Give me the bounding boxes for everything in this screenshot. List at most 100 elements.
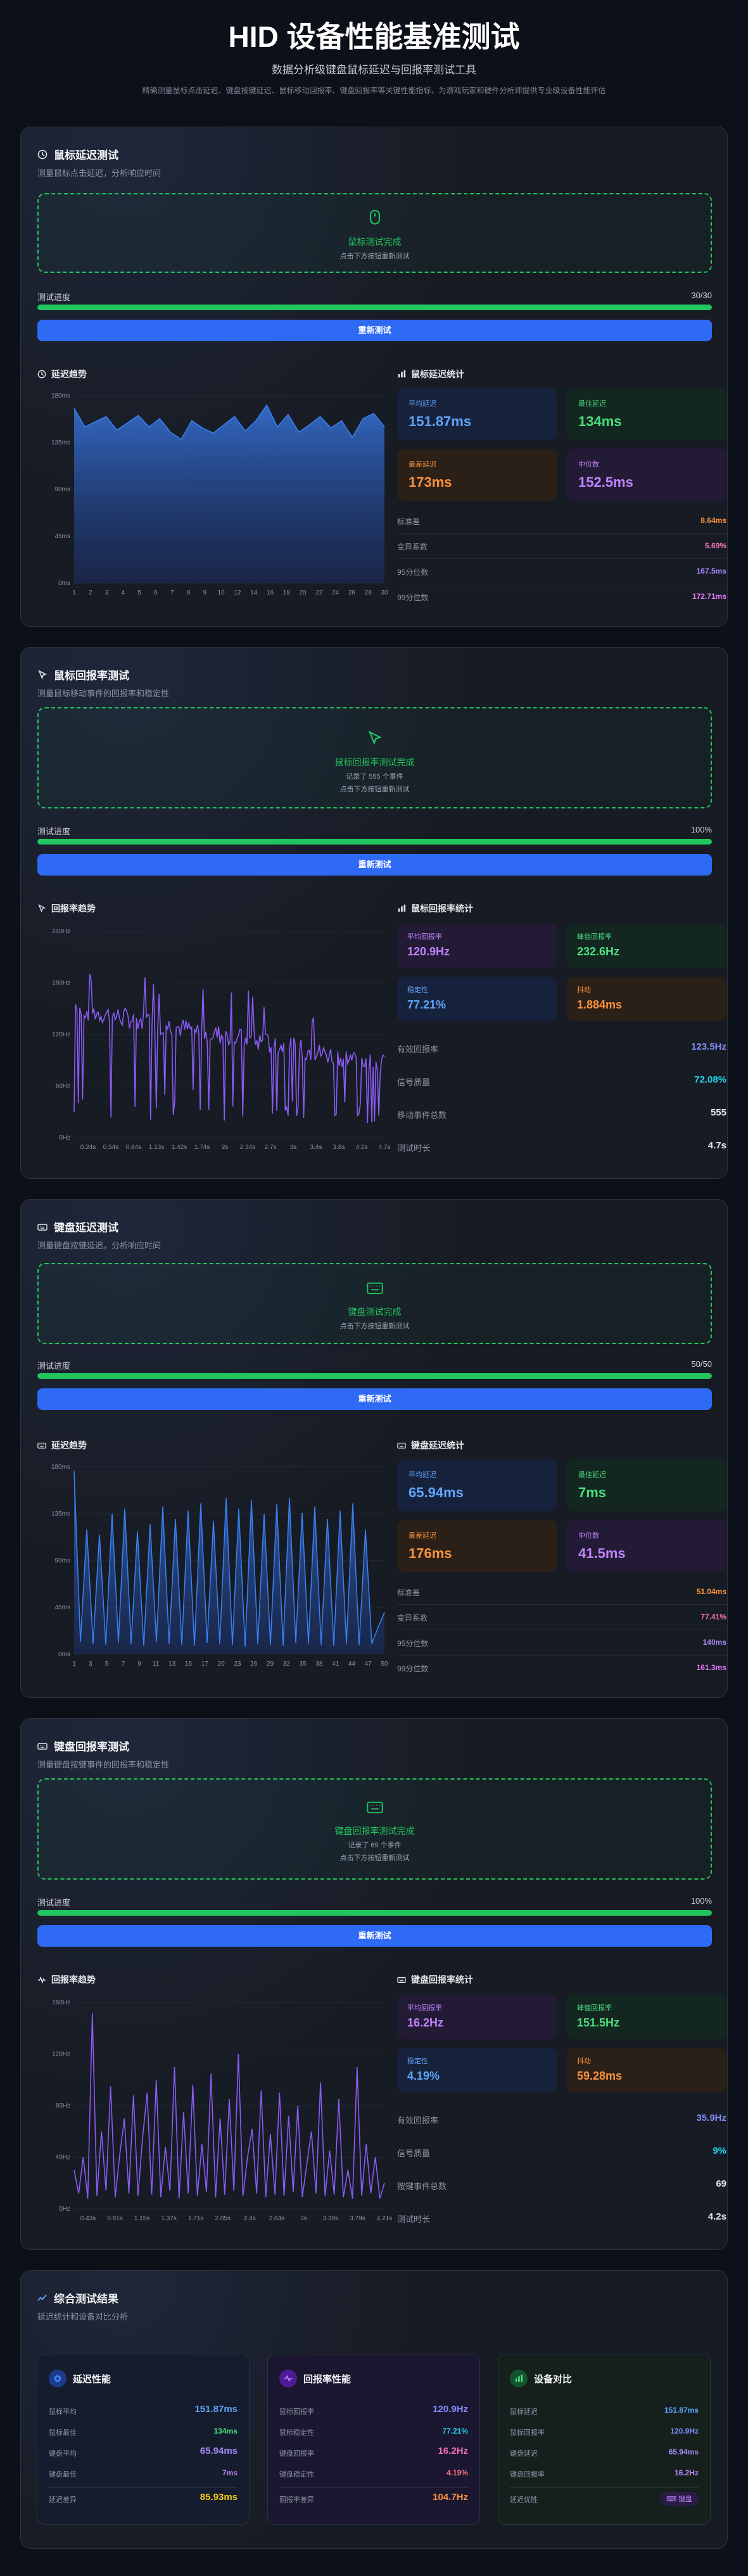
summary-compare-header: 设备对比 [510, 2366, 699, 2391]
clock-icon [37, 370, 46, 379]
summary-row: 鼠标平均 151.87ms [49, 2404, 238, 2416]
x-tick-label: 41 [332, 1661, 339, 1668]
status-text: 键盘测试完成 [348, 1307, 402, 1317]
x-tick-label: 12 [234, 589, 241, 596]
status-hint: 点击下方按钮重新测试 [339, 786, 410, 793]
x-tick-label: 2s [222, 1144, 229, 1151]
stat-tile-avg: 平均延迟 151.87ms [397, 388, 557, 440]
progress-label: 测试进度 [37, 1898, 71, 1907]
stat-row: 有效回报率 123.5Hz [397, 1041, 726, 1054]
stat-row: 信号质量 9% [397, 2146, 726, 2158]
progress-row: 测试进度 30/30 [37, 291, 712, 303]
status-hint: 点击下方按钮重新测试 [339, 253, 410, 260]
x-tick-label: 0.54s [103, 1144, 118, 1151]
retest-button[interactable]: 重新测试 [37, 320, 712, 341]
x-tick-label: 17 [201, 1661, 209, 1668]
x-tick-label: 2.64s [269, 2215, 284, 2222]
mouse-test-area[interactable]: 鼠标测试完成 点击下方按钮重新测试 [37, 193, 712, 273]
keyboard-test-area[interactable]: 键盘测试完成 点击下方按钮重新测试 [37, 1263, 712, 1344]
x-tick-label: 15 [185, 1661, 193, 1668]
y-tick-label: 80Hz [56, 2102, 70, 2109]
keyboard-rate-test-area[interactable]: 键盘回报率测试完成 记录了 69 个事件 点击下方按钮重新测试 [37, 1778, 712, 1880]
status-hint: 点击下方按钮重新测试 [339, 1323, 410, 1330]
x-tick-label: 35 [299, 1661, 307, 1668]
summary-row: 鼠标延迟 151.87ms [510, 2406, 699, 2416]
mouse-rate-test-area[interactable]: 鼠标回报率测试完成 记录了 555 个事件 点击下方按钮重新测试 [37, 707, 712, 808]
stat-row: 信号质量 72.08% [397, 1074, 726, 1087]
latency-chart: 180ms 135ms 90ms 45ms 0ms 1 3 5 7 9 11 13 15 17 20 23 26… [37, 1459, 392, 1674]
stat-row: 移动事件总数 555 [397, 1107, 726, 1120]
series-line [73, 2013, 385, 2199]
x-tick-label: 3.39s [323, 2215, 338, 2222]
y-tick-label: 240Hz [52, 928, 70, 935]
y-tick-label: 160Hz [52, 1999, 70, 2006]
progress-label: 测试进度 [37, 292, 71, 302]
x-tick-label: 20 [218, 1661, 225, 1668]
x-tick-label: 5 [137, 589, 141, 596]
x-tick-label: 1 [72, 589, 76, 596]
status-hint: 点击下方按钮重新测试 [339, 1854, 410, 1862]
event-count: 记录了 69 个事件 [348, 1842, 402, 1849]
keyboard-rate-title: 键盘回报率测试 [37, 1738, 129, 1754]
x-tick-label: 2.4s [244, 2215, 256, 2222]
x-tick-label: 3s [300, 2215, 307, 2222]
x-tick-label: 14 [250, 589, 258, 596]
stat-row: 标准差 51.04ms [397, 1580, 726, 1605]
stat-row: 测试时长 4.2s [397, 2211, 726, 2224]
target-icon [49, 2370, 67, 2387]
retest-button[interactable]: 重新测试 [37, 854, 712, 876]
summary-title: 综合测试结果 [37, 2290, 118, 2306]
summary-row: 鼠标稳定性 77.21% [279, 2427, 468, 2437]
chart-icon [510, 2370, 528, 2387]
stat-tile-stability: 稳定性 77.21% [397, 977, 557, 1021]
cursor-icon [368, 731, 382, 746]
progress-fill [37, 305, 712, 310]
mouse-latency-title: 鼠标延迟测试 [37, 146, 118, 162]
x-tick-label: 10 [218, 589, 225, 596]
x-tick-label: 1.42s [172, 1144, 187, 1151]
summary-row: 键盘稳定性 4.19% [279, 2468, 468, 2479]
keyboard-icon [37, 1442, 46, 1448]
progress-row: 测试进度 100% [37, 825, 712, 837]
x-tick-label: 5 [105, 1661, 109, 1668]
y-tick-label: 45ms [55, 1604, 70, 1611]
progress-bar [37, 1910, 712, 1916]
stats-panel: 平均延迟 65.94ms 最佳延迟 7ms 最差延迟 176ms 中位数 41.5ms … [397, 1459, 726, 1687]
x-tick-label: 3.8s [333, 1144, 345, 1151]
rate-chart-svg: 160Hz 120Hz 80Hz 40Hz 0Hz 0.43s 0.81s 1.15s 1.37… [52, 1999, 392, 2222]
rate-chart-svg: 240Hz 180Hz 120Hz 60Hz 0Hz 0.24s 0.54s 0.84s 1.1… [52, 928, 391, 1151]
retest-button[interactable]: 重新测试 [37, 1925, 712, 1947]
summary-row: 回报率差异 104.7Hz [279, 2487, 468, 2508]
x-tick-label: 0.43s [80, 2215, 96, 2222]
progress-row: 测试进度 100% [37, 1896, 712, 1908]
x-tick-label: 6 [154, 589, 158, 596]
y-tick-label: 180Hz [52, 980, 70, 987]
x-tick-label: 11 [153, 1661, 160, 1668]
x-tick-label: 4.7s [379, 1144, 391, 1151]
keyboard-rate-subtitle: 测量键盘按键事件的回报率和稳定性 [37, 1760, 170, 1769]
retest-button[interactable]: 重新测试 [37, 1388, 712, 1410]
mouse-rate-subtitle: 测量鼠标移动事件的回报率和稳定性 [37, 689, 170, 698]
x-tick-label: 3 [89, 1661, 92, 1668]
stat-row: 95分位数 167.5ms [397, 559, 726, 584]
progress-label: 测试进度 [37, 827, 71, 836]
x-tick-label: 20 [299, 589, 307, 596]
mouse-latency-card: 鼠标延迟测试 测量鼠标点击延迟，分析响应时间 鼠标测试完成 点击下方按钮重新测试… [20, 127, 728, 627]
stat-row: 变异系数 77.41% [397, 1605, 726, 1630]
x-tick-label: 2 [89, 589, 92, 596]
x-tick-label: 7 [170, 589, 174, 596]
x-tick-label: 28 [365, 589, 372, 596]
x-tick-label: 4.2s [356, 1144, 368, 1151]
progress-label: 测试进度 [37, 1361, 71, 1371]
stat-row: 变异系数 5.69% [397, 534, 726, 559]
mouse-latency-subtitle: 测量鼠标点击延迟，分析响应时间 [37, 168, 162, 178]
stat-row: 99分位数 161.3ms [397, 1663, 726, 1673]
stat-tile-best: 最佳延迟 7ms [567, 1459, 726, 1511]
progress-value: 30/30 [691, 291, 712, 300]
x-tick-label: 9 [137, 1661, 141, 1668]
progress-value: 100% [690, 825, 712, 834]
stat-tile-worst: 最差延迟 173ms [397, 449, 557, 501]
stat-tile-peak-rate: 峰值回报率 232.6Hz [567, 924, 726, 968]
x-tick-label: 1.37s [161, 2215, 176, 2222]
